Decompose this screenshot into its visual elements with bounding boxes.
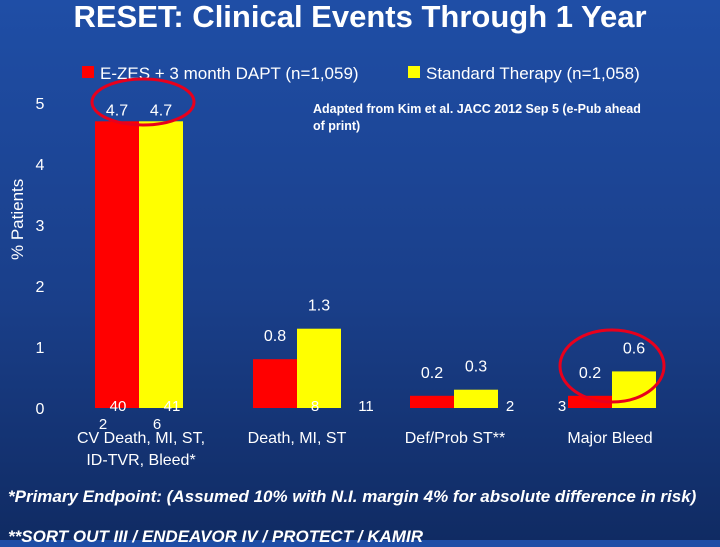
y-tick-label: 1 [36, 340, 45, 357]
x-tick-label: Def/Prob ST** [405, 430, 505, 447]
bar-series-1 [410, 395, 454, 408]
source-annotation: Adapted from Kim et al. JACC 2012 Sep 5 … [313, 102, 641, 133]
event-count-label: 8 [311, 398, 319, 415]
bar-value-label: 0.2 [421, 365, 443, 382]
legend-swatch-series-2 [408, 66, 420, 78]
y-tick-label: 5 [36, 96, 45, 113]
event-count-label: 41 [164, 398, 181, 415]
highlight-circle-bleed [558, 328, 666, 404]
highlight-circle-primary [90, 77, 196, 127]
bar-series-1 [253, 359, 297, 408]
legend-label-series-2: Standard Therapy (n=1,058) [426, 64, 640, 83]
x-tick-label: Major Bleed [567, 430, 652, 447]
bar-series-2 [297, 328, 341, 408]
bar-series-1 [568, 395, 612, 408]
bar-value-label: 0.8 [264, 328, 286, 345]
footnote-primary-endpoint: *Primary Endpoint: (Assumed 10% with N.I… [8, 487, 697, 506]
bar-value-label: 0.2 [579, 365, 601, 382]
bar-series-2 [454, 389, 498, 408]
y-tick-label: 0 [36, 401, 45, 418]
bar-value-label: 4.7 [150, 102, 172, 119]
bar-series-1 [95, 121, 139, 409]
footnote-comparators: **SORT OUT III / ENDEAVOR IV / PROTECT /… [8, 527, 423, 546]
event-count-label: 3 [558, 398, 566, 415]
y-tick-label: 4 [36, 157, 45, 174]
x-tick-label: Death, MI, ST [248, 430, 347, 447]
bar-value-label: 4.7 [106, 102, 128, 119]
legend-label-series-1: E-ZES + 3 month DAPT (n=1,059) [100, 64, 359, 83]
event-count-label: 6 [153, 416, 161, 433]
legend-item-series-2: Standard Therapy (n=1,058) [408, 64, 640, 84]
event-count-label: 2 [506, 398, 514, 415]
event-count-label: 40 [110, 398, 127, 415]
event-count-label: 2 [99, 416, 107, 433]
y-tick-label: 2 [36, 279, 45, 296]
event-count-label: 11 [358, 398, 374, 415]
legend-item-series-1: E-ZES + 3 month DAPT (n=1,059) [82, 64, 359, 84]
x-tick-label: CV Death, MI, ST, [77, 430, 205, 447]
bar-value-label: 0.3 [465, 359, 487, 376]
bar-value-label: 1.3 [308, 298, 330, 315]
legend-swatch-series-1 [82, 66, 94, 78]
chart-title: RESET: Clinical Events Through 1 Year [73, 0, 647, 34]
bar-series-2 [139, 121, 183, 409]
x-tick-label: ID-TVR, Bleed* [86, 452, 195, 469]
y-tick-label: 3 [36, 218, 45, 235]
bar-value-label: 0.6 [623, 340, 645, 357]
